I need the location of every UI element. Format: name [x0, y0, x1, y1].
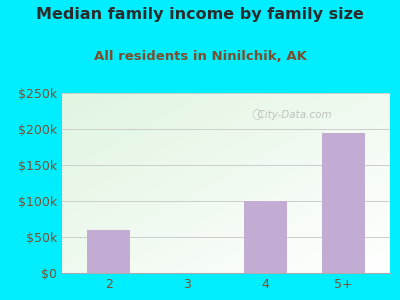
Text: All residents in Ninilchik, AK: All residents in Ninilchik, AK — [94, 50, 306, 62]
Text: Median family income by family size: Median family income by family size — [36, 8, 364, 22]
Text: ○: ○ — [252, 108, 262, 121]
Bar — [87, 230, 130, 273]
Text: City-Data.com: City-Data.com — [251, 110, 332, 120]
Bar — [244, 201, 286, 273]
Bar — [322, 133, 365, 273]
